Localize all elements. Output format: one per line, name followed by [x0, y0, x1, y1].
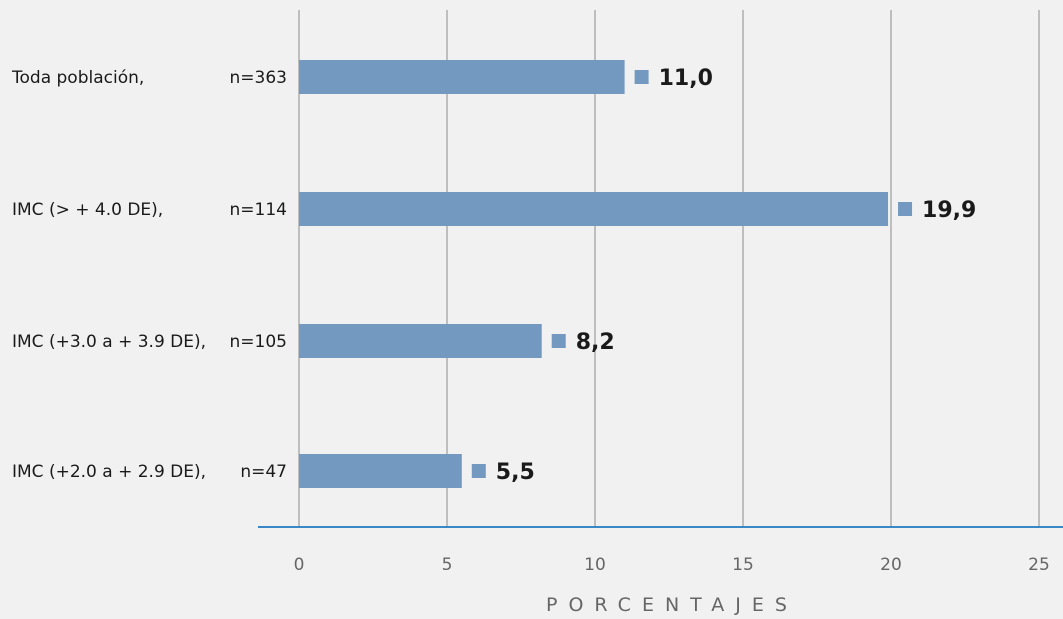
sample-size-label-1: n=114 — [230, 200, 287, 220]
x-tick-label-5: 25 — [1028, 555, 1050, 575]
value-label-1: 19,9 — [922, 198, 976, 223]
value-label-0: 11,0 — [659, 66, 713, 91]
sample-size-label-2: n=105 — [230, 332, 287, 352]
category-label-1: IMC (> + 4.0 DE), — [12, 200, 163, 220]
category-label-2: IMC (+3.0 a + 3.9 DE), — [12, 332, 206, 352]
sample-size-label-0: n=363 — [230, 68, 287, 88]
value-marker-0 — [635, 70, 649, 84]
category-label-3: IMC (+2.0 a + 2.9 DE), — [12, 462, 206, 482]
bar-0 — [299, 60, 625, 94]
value-marker-2 — [552, 334, 566, 348]
x-axis-title: PORCENTAJES — [546, 594, 798, 616]
bar-2 — [299, 324, 542, 358]
bar-1 — [299, 192, 888, 226]
category-labels: Toda población, n=363 IMC (> + 4.0 DE), n=1… — [11, 68, 287, 482]
x-tick-label-3: 15 — [732, 555, 754, 575]
category-label-0: Toda población, — [11, 68, 144, 88]
value-label-3: 5,5 — [496, 460, 535, 485]
x-tick-label-1: 5 — [442, 555, 453, 575]
x-tick-label-4: 20 — [880, 555, 902, 575]
bars: 11,0 19,9 8,2 5,5 — [299, 60, 976, 488]
bar-3 — [299, 454, 462, 488]
value-marker-1 — [898, 202, 912, 216]
value-label-2: 8,2 — [576, 330, 615, 355]
x-tick-label-2: 10 — [584, 555, 606, 575]
x-tick-label-0: 0 — [294, 555, 305, 575]
sample-size-label-3: n=47 — [240, 462, 287, 482]
value-marker-3 — [472, 464, 486, 478]
x-tick-labels: 0 5 10 15 20 25 — [294, 555, 1050, 575]
